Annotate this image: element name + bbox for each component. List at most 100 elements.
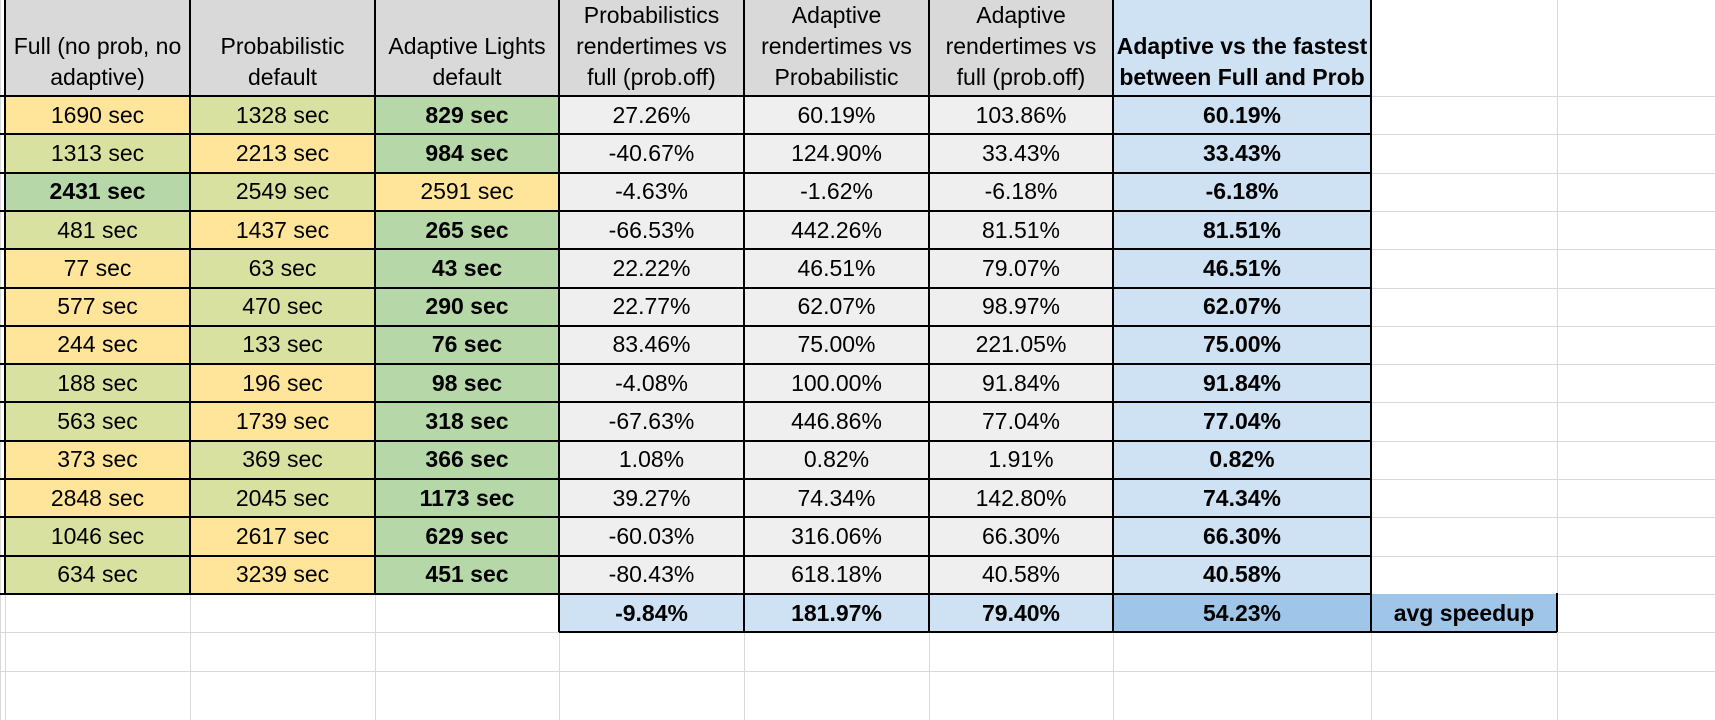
pct-cell-adapt-vs-best[interactable]: 46.51% [1113, 249, 1371, 288]
pct-cell-adapt-vs-best[interactable]: 75.00% [1113, 325, 1371, 365]
pct-cell-adapt-vs-full[interactable]: 1.91% [929, 440, 1113, 479]
time-cell-prob[interactable]: 1437 sec [190, 210, 375, 250]
pct-cell-adapt-vs-prob[interactable]: 100.00% [744, 364, 929, 403]
time-cell-full[interactable]: 244 sec [5, 325, 190, 365]
column-header[interactable]: Adaptive rendertimes vs full (prob.off) [929, 0, 1113, 96]
pct-cell-prob-vs-full[interactable]: 39.27% [559, 479, 744, 518]
pct-cell-adapt-vs-best[interactable]: 77.04% [1113, 402, 1371, 441]
time-cell-full[interactable]: 1690 sec [5, 96, 190, 135]
pct-cell-adapt-vs-prob[interactable]: 124.90% [744, 134, 929, 173]
time-cell-full[interactable]: 77 sec [5, 249, 190, 288]
column-header[interactable]: Adaptive Lights default [375, 0, 559, 96]
pct-cell-adapt-vs-full[interactable]: 77.04% [929, 402, 1113, 441]
pct-cell-prob-vs-full[interactable]: -66.53% [559, 210, 744, 250]
time-cell-adapt[interactable]: 366 sec [375, 440, 559, 479]
time-cell-full[interactable]: 188 sec [5, 364, 190, 403]
column-header[interactable]: Probabilistic default [190, 0, 375, 96]
pct-cell-adapt-vs-full[interactable]: 142.80% [929, 479, 1113, 518]
pct-cell-adapt-vs-full[interactable]: 81.51% [929, 210, 1113, 250]
pct-cell-adapt-vs-prob[interactable]: 75.00% [744, 325, 929, 365]
time-cell-adapt[interactable]: 318 sec [375, 402, 559, 441]
pct-cell-adapt-vs-prob[interactable]: 316.06% [744, 517, 929, 556]
time-cell-full[interactable]: 373 sec [5, 440, 190, 479]
pct-cell-prob-vs-full[interactable]: 22.77% [559, 287, 744, 326]
time-cell-full[interactable]: 481 sec [5, 210, 190, 250]
time-cell-adapt[interactable]: 829 sec [375, 96, 559, 135]
pct-cell-prob-vs-full[interactable]: 27.26% [559, 96, 744, 135]
pct-cell-adapt-vs-best[interactable]: 33.43% [1113, 134, 1371, 173]
time-cell-full[interactable]: 2431 sec [5, 172, 190, 211]
pct-cell-prob-vs-full[interactable]: -67.63% [559, 402, 744, 441]
time-cell-adapt[interactable]: 98 sec [375, 364, 559, 403]
time-cell-full[interactable]: 1313 sec [5, 134, 190, 173]
time-cell-adapt[interactable]: 43 sec [375, 249, 559, 288]
time-cell-full[interactable]: 634 sec [5, 555, 190, 594]
pct-cell-adapt-vs-prob[interactable]: 46.51% [744, 249, 929, 288]
pct-cell-adapt-vs-best[interactable]: 60.19% [1113, 96, 1371, 135]
pct-cell-adapt-vs-best[interactable]: 62.07% [1113, 287, 1371, 326]
avg-speedup-label[interactable]: avg speedup [1371, 593, 1557, 633]
avg-prob-vs-full[interactable]: -9.84% [559, 593, 744, 633]
pct-cell-adapt-vs-best[interactable]: 81.51% [1113, 210, 1371, 250]
time-cell-prob[interactable]: 133 sec [190, 325, 375, 365]
time-cell-adapt[interactable]: 629 sec [375, 517, 559, 556]
time-cell-adapt[interactable]: 1173 sec [375, 479, 559, 518]
time-cell-full[interactable]: 1046 sec [5, 517, 190, 556]
pct-cell-adapt-vs-full[interactable]: 98.97% [929, 287, 1113, 326]
pct-cell-prob-vs-full[interactable]: -60.03% [559, 517, 744, 556]
avg-adapt-vs-prob[interactable]: 181.97% [744, 593, 929, 633]
pct-cell-prob-vs-full[interactable]: -80.43% [559, 555, 744, 594]
time-cell-adapt[interactable]: 451 sec [375, 555, 559, 594]
pct-cell-adapt-vs-full[interactable]: 103.86% [929, 96, 1113, 135]
pct-cell-prob-vs-full[interactable]: 83.46% [559, 325, 744, 365]
avg-adapt-vs-full[interactable]: 79.40% [929, 593, 1113, 633]
time-cell-full[interactable]: 2848 sec [5, 479, 190, 518]
pct-cell-adapt-vs-full[interactable]: 79.07% [929, 249, 1113, 288]
pct-cell-adapt-vs-prob[interactable]: 60.19% [744, 96, 929, 135]
time-cell-prob[interactable]: 2045 sec [190, 479, 375, 518]
pct-cell-adapt-vs-prob[interactable]: -1.62% [744, 172, 929, 211]
column-header[interactable]: Full (no prob, no adaptive) [5, 0, 190, 96]
pct-cell-adapt-vs-prob[interactable]: 618.18% [744, 555, 929, 594]
time-cell-adapt[interactable]: 265 sec [375, 210, 559, 250]
pct-cell-adapt-vs-prob[interactable]: 442.26% [744, 210, 929, 250]
pct-cell-prob-vs-full[interactable]: -4.08% [559, 364, 744, 403]
time-cell-prob[interactable]: 470 sec [190, 287, 375, 326]
time-cell-prob[interactable]: 2213 sec [190, 134, 375, 173]
pct-cell-adapt-vs-best[interactable]: -6.18% [1113, 172, 1371, 211]
time-cell-prob[interactable]: 63 sec [190, 249, 375, 288]
time-cell-adapt[interactable]: 984 sec [375, 134, 559, 173]
pct-cell-prob-vs-full[interactable]: -40.67% [559, 134, 744, 173]
time-cell-prob[interactable]: 1328 sec [190, 96, 375, 135]
avg-adapt-vs-best[interactable]: 54.23% [1113, 593, 1371, 633]
time-cell-prob[interactable]: 3239 sec [190, 555, 375, 594]
pct-cell-adapt-vs-best[interactable]: 0.82% [1113, 440, 1371, 479]
pct-cell-adapt-vs-prob[interactable]: 446.86% [744, 402, 929, 441]
time-cell-adapt[interactable]: 76 sec [375, 325, 559, 365]
pct-cell-adapt-vs-full[interactable]: 66.30% [929, 517, 1113, 556]
pct-cell-adapt-vs-prob[interactable]: 62.07% [744, 287, 929, 326]
pct-cell-adapt-vs-full[interactable]: 221.05% [929, 325, 1113, 365]
time-cell-prob[interactable]: 369 sec [190, 440, 375, 479]
pct-cell-prob-vs-full[interactable]: -4.63% [559, 172, 744, 211]
pct-cell-adapt-vs-full[interactable]: 40.58% [929, 555, 1113, 594]
time-cell-prob[interactable]: 2617 sec [190, 517, 375, 556]
pct-cell-adapt-vs-prob[interactable]: 74.34% [744, 479, 929, 518]
column-header[interactable]: Adaptive rendertimes vs Probabilistic [744, 0, 929, 96]
pct-cell-adapt-vs-full[interactable]: -6.18% [929, 172, 1113, 211]
pct-cell-adapt-vs-best[interactable]: 40.58% [1113, 555, 1371, 594]
time-cell-full[interactable]: 577 sec [5, 287, 190, 326]
pct-cell-prob-vs-full[interactable]: 1.08% [559, 440, 744, 479]
column-header[interactable]: Adaptive vs the fastest between Full and… [1113, 0, 1371, 96]
time-cell-prob[interactable]: 2549 sec [190, 172, 375, 211]
pct-cell-prob-vs-full[interactable]: 22.22% [559, 249, 744, 288]
column-header[interactable]: Probabilistics rendertimes vs full (prob… [559, 0, 744, 96]
pct-cell-adapt-vs-best[interactable]: 91.84% [1113, 364, 1371, 403]
pct-cell-adapt-vs-full[interactable]: 91.84% [929, 364, 1113, 403]
pct-cell-adapt-vs-best[interactable]: 74.34% [1113, 479, 1371, 518]
pct-cell-adapt-vs-full[interactable]: 33.43% [929, 134, 1113, 173]
time-cell-adapt[interactable]: 2591 sec [375, 172, 559, 211]
time-cell-prob[interactable]: 196 sec [190, 364, 375, 403]
pct-cell-adapt-vs-prob[interactable]: 0.82% [744, 440, 929, 479]
time-cell-prob[interactable]: 1739 sec [190, 402, 375, 441]
